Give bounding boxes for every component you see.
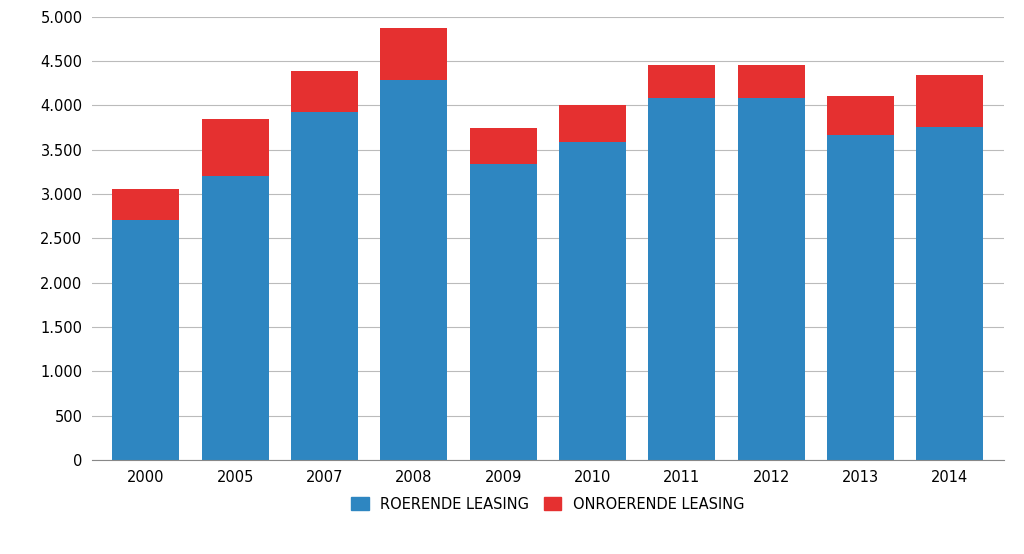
Bar xyxy=(827,95,894,135)
Bar xyxy=(470,129,537,164)
Legend: ROERENDE LEASING, ONROERENDE LEASING: ROERENDE LEASING, ONROERENDE LEASING xyxy=(344,489,752,519)
Bar xyxy=(202,176,268,460)
Bar xyxy=(737,65,805,98)
Bar xyxy=(559,105,626,142)
Bar xyxy=(113,188,179,220)
Bar xyxy=(291,71,358,112)
Bar xyxy=(827,135,894,460)
Bar xyxy=(380,80,447,460)
Bar xyxy=(916,75,983,127)
Bar xyxy=(113,220,179,460)
Bar xyxy=(737,98,805,460)
Bar xyxy=(380,28,447,80)
Bar xyxy=(202,120,268,176)
Bar xyxy=(559,142,626,460)
Bar xyxy=(648,98,716,460)
Bar xyxy=(648,65,716,98)
Bar xyxy=(916,127,983,460)
Bar xyxy=(291,112,358,460)
Bar xyxy=(470,164,537,460)
